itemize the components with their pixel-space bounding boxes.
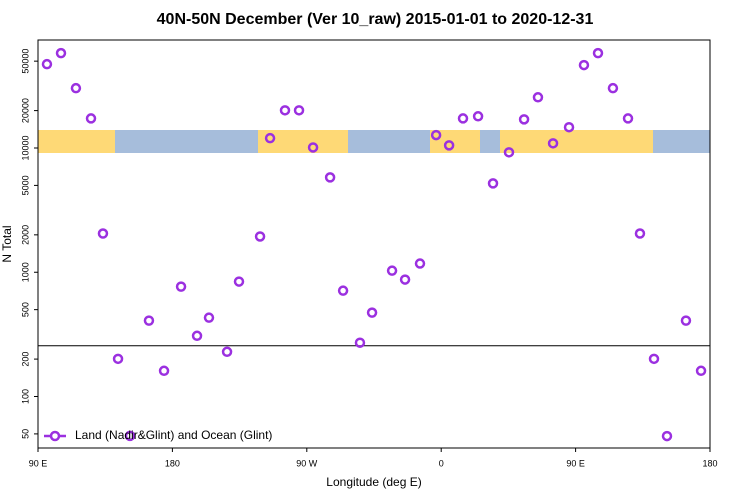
chart-title: 40N-50N December (Ver 10_raw) 2015-01-01… — [157, 11, 594, 28]
point — [622, 113, 634, 124]
point — [592, 47, 604, 59]
point — [532, 92, 544, 103]
point — [221, 346, 233, 358]
y-tick-label: 2000 — [20, 225, 30, 245]
point — [254, 231, 266, 242]
point — [191, 330, 203, 342]
x-tick-label: 90 W — [296, 458, 318, 468]
point — [175, 281, 187, 292]
point — [366, 307, 378, 318]
point — [414, 258, 426, 269]
y-tick-label: 100 — [20, 389, 30, 404]
y-tick-label: 50 — [20, 429, 30, 439]
x-tick-label: 180 — [165, 458, 180, 468]
point — [307, 142, 319, 153]
x-axis-label: Longitude (deg E) — [326, 475, 421, 489]
point — [472, 111, 484, 122]
x-tick-label: 90 E — [29, 458, 48, 468]
point — [112, 353, 124, 365]
point — [97, 228, 109, 239]
point — [158, 365, 170, 377]
point — [457, 113, 469, 124]
point — [70, 82, 82, 94]
point — [41, 58, 53, 70]
plot-frame — [37, 39, 711, 449]
point — [563, 121, 575, 133]
y-tick-label: 50000 — [20, 49, 30, 74]
legend-label: Land (Nadir&Glint) and Ocean (Glint) — [75, 428, 272, 442]
point — [695, 365, 707, 377]
y-tick-label: 20000 — [20, 98, 30, 123]
point — [547, 138, 559, 149]
point — [487, 178, 499, 189]
point — [293, 105, 305, 116]
point — [661, 430, 673, 442]
point — [124, 430, 136, 442]
y-tick-label: 200 — [20, 352, 30, 367]
y-axis-label: N Total — [0, 225, 14, 262]
point — [85, 113, 97, 124]
point — [279, 105, 291, 116]
point — [143, 315, 155, 326]
point — [518, 114, 530, 125]
legend-marker — [49, 430, 61, 442]
y-tick-label: 500 — [20, 302, 30, 317]
point — [634, 228, 646, 239]
point — [55, 47, 67, 59]
point — [386, 265, 398, 276]
point — [680, 315, 692, 326]
x-tick-label: 0 — [439, 458, 444, 468]
y-tick-label: 1000 — [20, 262, 30, 282]
point — [648, 353, 660, 365]
point — [337, 285, 349, 296]
point — [399, 274, 411, 285]
point — [233, 276, 245, 287]
point — [203, 312, 215, 323]
point — [354, 337, 366, 348]
y-tick-label: 5000 — [20, 175, 30, 195]
point — [264, 132, 276, 144]
x-tick-label: 180 — [702, 458, 717, 468]
point — [430, 129, 442, 141]
point — [607, 82, 619, 94]
point — [443, 140, 455, 151]
y-tick-label: 10000 — [20, 135, 30, 160]
x-tick-label: 90 E — [566, 458, 585, 468]
point — [578, 59, 590, 71]
point — [324, 172, 336, 183]
point — [503, 147, 515, 158]
map-strip — [38, 130, 710, 153]
